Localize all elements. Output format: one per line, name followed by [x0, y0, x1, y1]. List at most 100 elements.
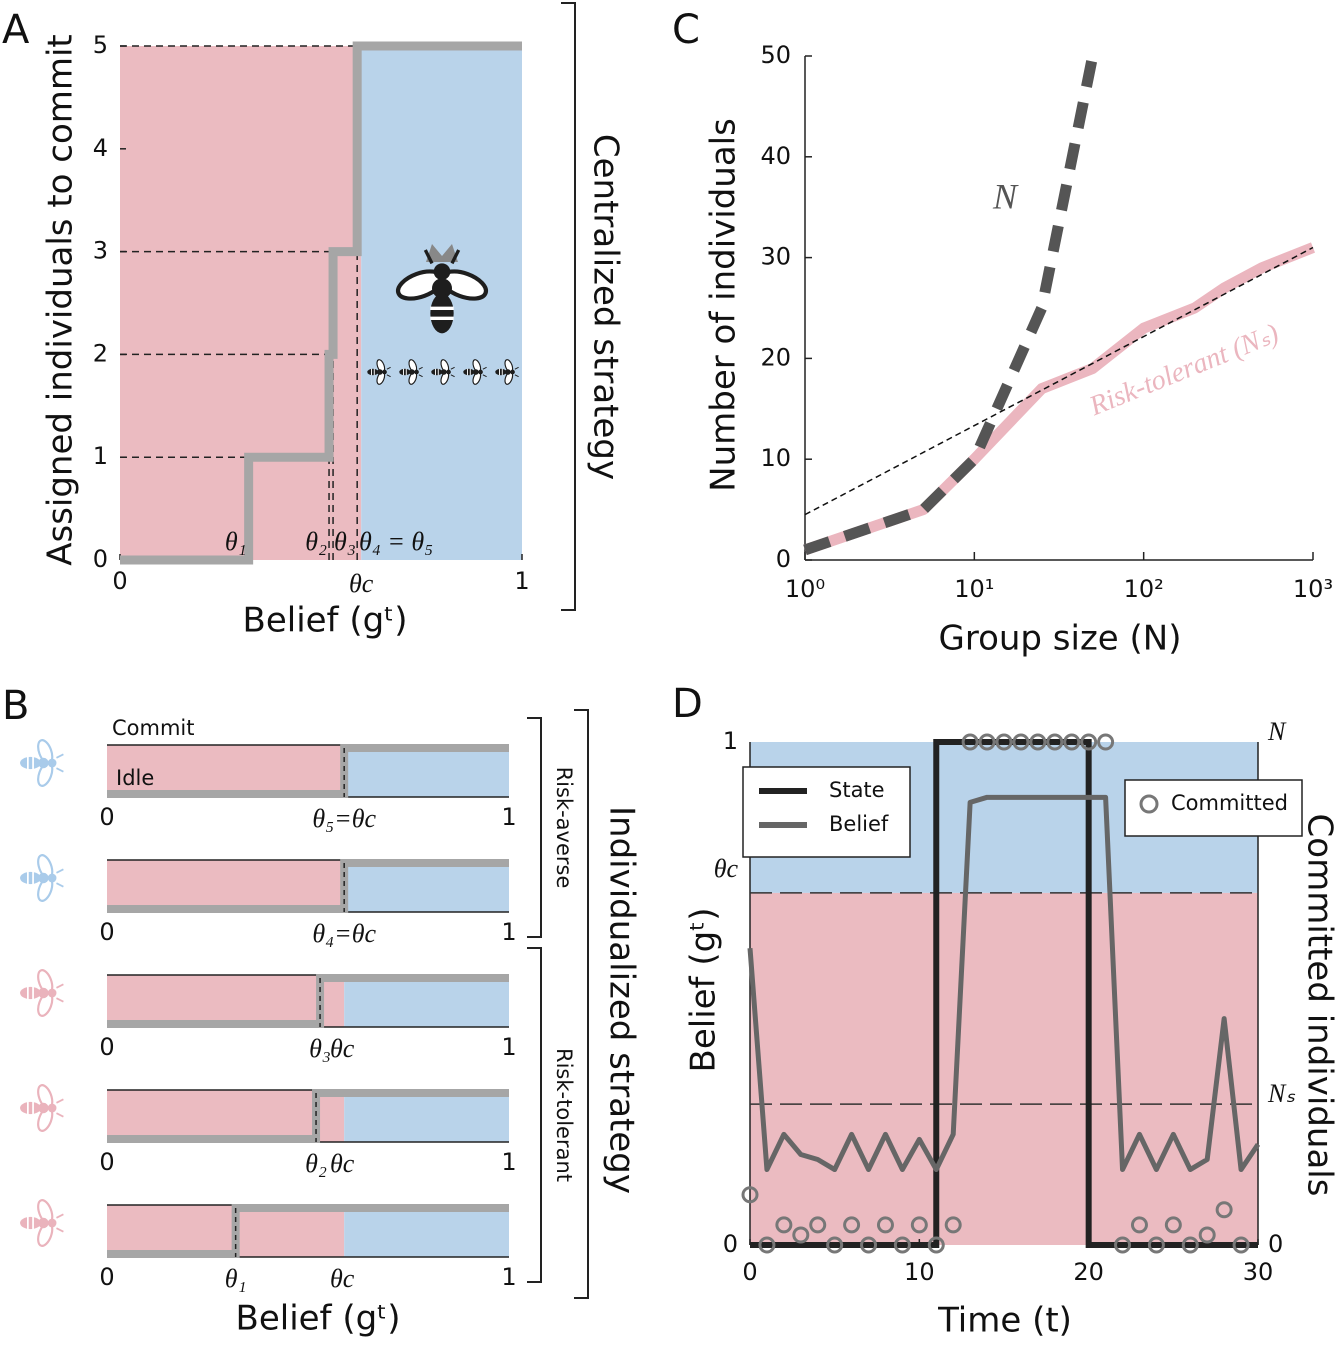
- queen-icon: [394, 244, 489, 333]
- x-tick-label: 30: [1243, 1258, 1274, 1286]
- y-tick-label: 5: [93, 31, 108, 59]
- x-tick-label: 1: [514, 567, 529, 595]
- x-tick-label: 1: [501, 803, 516, 831]
- series-label: Risk-tolerant (Nₛ): [1084, 318, 1283, 422]
- x-tick-label: 0: [99, 918, 114, 946]
- y-axis-label: Belief (gᵗ): [684, 908, 724, 1073]
- committed-marker: [927, 1236, 945, 1254]
- threshold-label: θ₄=θc: [312, 919, 376, 948]
- state-label: Idle: [116, 766, 154, 790]
- x-tick-label: 1: [501, 1033, 516, 1061]
- y-tick-label: 2: [93, 339, 108, 367]
- committed-marker: [860, 1236, 878, 1254]
- y-tick-label: 1: [723, 727, 738, 755]
- committed-marker: [893, 1236, 911, 1254]
- x-tick-label: 0: [99, 1033, 114, 1061]
- idle-region: [107, 1090, 345, 1142]
- threshold-label: θ₂: [305, 1149, 327, 1178]
- y-tick-label: θc: [714, 854, 739, 883]
- side-label: Centralized strategy: [586, 134, 626, 480]
- series-label: N: [992, 176, 1019, 216]
- threshold-label: θ₃: [309, 1034, 331, 1063]
- series-line: [803, 54, 1099, 556]
- y-tick-label: 0: [776, 545, 791, 573]
- y2-tick-label: 0: [1268, 1230, 1283, 1258]
- committed-marker: [758, 1236, 776, 1254]
- committed-marker: [1130, 1216, 1148, 1234]
- legend-label: Belief: [829, 812, 889, 836]
- committed-marker: [910, 1216, 928, 1234]
- panel-letter: A: [2, 7, 30, 53]
- bee-icon: [18, 852, 65, 904]
- committed-marker: [1147, 1236, 1165, 1254]
- x-axis-label: Time (t): [937, 1301, 1072, 1341]
- y-tick-label: 4: [93, 134, 108, 162]
- x-tick-label: 10: [904, 1258, 935, 1286]
- y-tick-label: 20: [760, 343, 791, 371]
- idle-region: [107, 860, 345, 912]
- committed-marker: [1181, 1236, 1199, 1254]
- commit-region: [344, 745, 509, 797]
- theta-c-label: θc: [330, 1034, 355, 1063]
- x-axis-label: Group size (N): [938, 619, 1181, 659]
- y-tick-label: 10: [760, 444, 791, 472]
- committed-marker: [1029, 733, 1047, 751]
- theta-c-label: θc: [349, 569, 374, 598]
- idle-region: [107, 745, 345, 797]
- y-tick-label: 0: [93, 545, 108, 573]
- bracket: [561, 2, 576, 611]
- legend-marker: [1139, 794, 1159, 814]
- commit-region: [344, 1090, 509, 1142]
- committed-marker: [1114, 1236, 1132, 1254]
- y2-tick-label: N: [1267, 717, 1287, 746]
- crown: [426, 244, 458, 262]
- legend-box: [742, 766, 911, 858]
- x-tick-label: 10³: [1293, 575, 1333, 603]
- committed-marker: [1097, 733, 1115, 751]
- y-tick-label: 1: [93, 442, 108, 470]
- x-tick-label: 0: [99, 803, 114, 831]
- threshold-label: θ₅=θc: [312, 804, 376, 833]
- series-line: [803, 242, 1316, 556]
- committed-marker: [1198, 1226, 1216, 1244]
- x-tick-label: 1: [501, 1263, 516, 1291]
- bracket: [574, 709, 589, 1299]
- committed-marker: [792, 1226, 810, 1244]
- threshold-label: θ₃: [334, 527, 356, 556]
- belief-line: [747, 794, 1261, 1173]
- panel-letter: D: [672, 681, 703, 727]
- x-tick-label: 20: [1073, 1258, 1104, 1286]
- committed-marker: [775, 1216, 793, 1234]
- committed-marker: [876, 1216, 894, 1234]
- x-axis-label: Belief (gᵗ): [243, 601, 408, 641]
- bracket: [527, 947, 542, 1283]
- bee-icon: [18, 1082, 65, 1134]
- committed-marker: [944, 1216, 962, 1234]
- x-tick-label: 10²: [1124, 575, 1164, 603]
- idle-region: [107, 1205, 345, 1257]
- group-label: Risk-averse: [552, 767, 576, 889]
- fit-line: [804, 246, 1314, 516]
- commit-region: [344, 860, 509, 912]
- committed-marker: [1164, 1216, 1182, 1234]
- legend-label: Committed: [1171, 791, 1288, 815]
- panel-letter: B: [2, 683, 29, 729]
- y-tick-label: 30: [760, 243, 791, 271]
- bee-icon: [18, 1197, 65, 1249]
- threshold-label: θ₁: [225, 1264, 247, 1293]
- step-curve: [120, 41, 522, 565]
- committed-marker: [826, 1236, 844, 1254]
- committed-marker: [1012, 733, 1030, 751]
- committed-marker: [843, 1216, 861, 1234]
- idle-region: [107, 975, 345, 1027]
- x-tick-label: 0: [112, 567, 127, 595]
- bee-icon: [18, 737, 65, 789]
- committed-marker: [961, 733, 979, 751]
- commit-region: [344, 1205, 509, 1257]
- x-tick-label: 1: [501, 918, 516, 946]
- committed-marker: [1046, 733, 1064, 751]
- side-label: Individualized strategy: [602, 806, 642, 1194]
- theta-c-label: θc: [330, 1264, 355, 1293]
- y-axis-label: Number of individuals: [704, 118, 744, 492]
